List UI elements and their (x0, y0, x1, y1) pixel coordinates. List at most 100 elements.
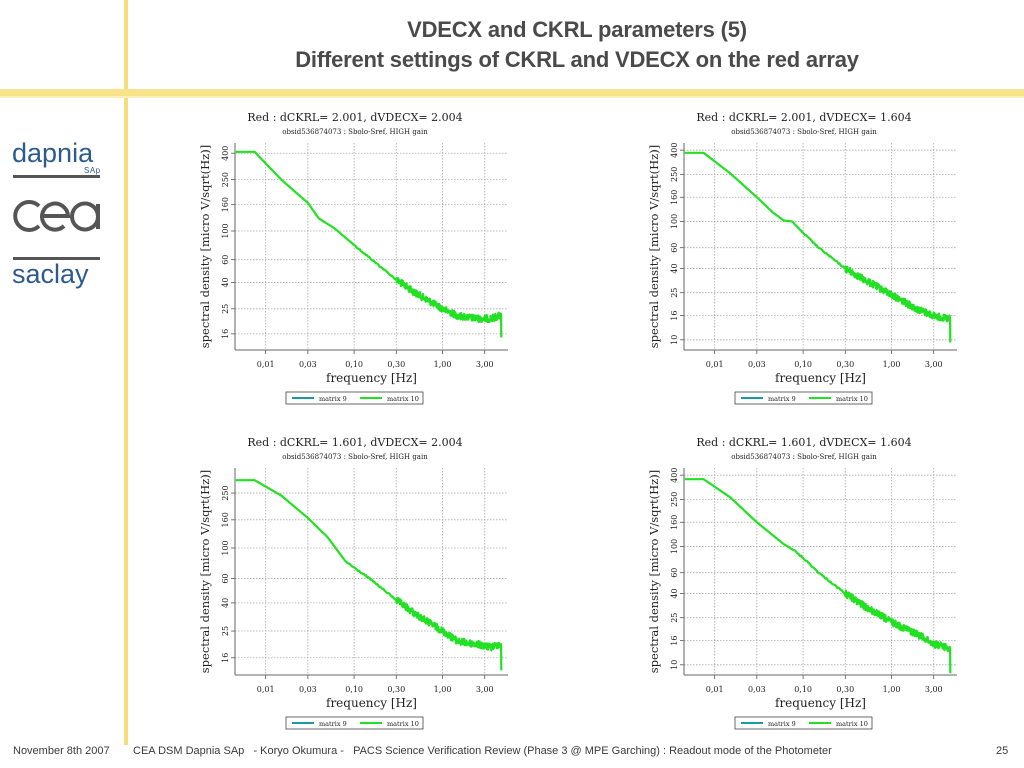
x-tick-label: 0,01 (706, 360, 724, 369)
x-tick-label: 0,03 (299, 685, 317, 694)
y-tick-label: 40 (670, 263, 679, 273)
footer-date: November 8th 2007 (13, 745, 110, 757)
y-tick-label: 250 (221, 172, 230, 187)
y-tick-label: 160 (221, 197, 230, 212)
x-tick-label: 1,00 (434, 360, 452, 369)
chart-title: Red : dCKRL= 1.601, dVDECX= 2.004 (247, 436, 462, 449)
x-tick-label: 0,30 (836, 685, 854, 694)
x-tick-label: 0,01 (706, 685, 724, 694)
y-tick-label: 16 (221, 329, 230, 339)
x-tick-label: 3,00 (925, 360, 943, 369)
x-axis-label: frequency [Hz] (326, 696, 417, 710)
legend-label: matrix 10 (387, 395, 419, 403)
y-tick-label: 100 (221, 540, 230, 555)
x-tick-label: 0,03 (748, 685, 766, 694)
x-tick-label: 0,10 (794, 360, 812, 369)
x-tick-label: 0,30 (836, 360, 854, 369)
legend-box (734, 716, 873, 730)
y-tick-label: 40 (670, 588, 679, 598)
x-tick-label: 0,10 (794, 685, 812, 694)
y-tick-label: 400 (221, 146, 230, 161)
y-axis-label: spectral density [micro V/sqrt(Hz)] (647, 145, 661, 348)
x-tick-label: 3,00 (476, 685, 494, 694)
logo-divider (13, 175, 100, 178)
footer-text: CEA DSM Dapnia SAp - Koryo Okumura - PAC… (133, 745, 832, 757)
dapnia-sap-label: SAp (84, 166, 101, 175)
x-tick-label: 0,01 (257, 360, 275, 369)
y-tick-label: 160 (670, 190, 679, 205)
y-tick-label: 160 (670, 515, 679, 530)
x-tick-label: 0,10 (345, 360, 363, 369)
legend-box (285, 391, 424, 405)
y-axis-label: spectral density [micro V/sqrt(Hz)] (198, 145, 212, 348)
chart-subtitle: obsid536874073 : Sbolo-Sref, HIGH gain (282, 128, 428, 136)
y-tick-label: 60 (221, 573, 230, 583)
y-tick-label: 100 (670, 214, 679, 229)
y-tick-label: 400 (670, 468, 679, 483)
series-line-matrix-10 (235, 479, 503, 671)
y-tick-label: 16 (670, 311, 679, 321)
legend-box (285, 716, 424, 730)
chart-subtitle: obsid536874073 : Sbolo-Sref, HIGH gain (731, 128, 877, 136)
y-tick-label: 60 (670, 243, 679, 253)
x-axis-label: frequency [Hz] (775, 371, 866, 385)
accent-vertical-rule (124, 0, 128, 745)
y-tick-label: 250 (221, 485, 230, 500)
series-line-matrix-10 (684, 478, 952, 674)
y-tick-label: 25 (670, 288, 679, 298)
legend-box (734, 391, 873, 405)
x-tick-label: 0,03 (748, 360, 766, 369)
chart-title: Red : dCKRL= 2.001, dVDECX= 2.004 (247, 111, 462, 124)
y-tick-label: 60 (221, 255, 230, 265)
legend-label: matrix 9 (319, 395, 347, 403)
cea-logo (13, 200, 100, 232)
legend-label: matrix 10 (387, 720, 419, 728)
y-tick-label: 25 (221, 304, 230, 314)
legend-label: matrix 9 (768, 720, 796, 728)
x-tick-label: 0,30 (387, 360, 405, 369)
y-axis-label: spectral density [micro V/sqrt(Hz)] (647, 470, 661, 673)
legend-label: matrix 9 (768, 395, 796, 403)
series-line-matrix-10 (235, 150, 503, 338)
y-tick-label: 25 (221, 626, 230, 636)
page-number: 25 (996, 745, 1009, 757)
chart-title: Red : dCKRL= 1.601, dVDECX= 1.604 (696, 436, 911, 449)
chart-subtitle: obsid536874073 : Sbolo-Sref, HIGH gain (731, 453, 877, 461)
y-tick-label: 25 (670, 613, 679, 623)
x-tick-label: 3,00 (925, 685, 943, 694)
slide-subtitle: Different settings of CKRL and VDECX on … (295, 47, 859, 72)
accent-horizontal-rule (0, 89, 1024, 96)
chart-subtitle: obsid536874073 : Sbolo-Sref, HIGH gain (282, 453, 428, 461)
y-tick-label: 16 (670, 636, 679, 646)
y-tick-label: 10 (670, 660, 679, 670)
y-tick-label: 160 (221, 512, 230, 527)
slide-title: VDECX and CKRL parameters (5) (407, 17, 747, 42)
saclay-logo: saclay (12, 259, 89, 289)
y-tick-label: 100 (670, 539, 679, 554)
y-tick-label: 16 (221, 653, 230, 663)
accent-horizontal-rule-shadow (0, 96, 1024, 98)
legend-label: matrix 10 (836, 720, 868, 728)
y-tick-label: 40 (221, 598, 230, 608)
y-tick-label: 250 (670, 492, 679, 507)
y-tick-label: 400 (670, 143, 679, 158)
x-tick-label: 1,00 (434, 685, 452, 694)
x-tick-label: 1,00 (883, 685, 901, 694)
logo-divider (13, 257, 100, 260)
x-tick-label: 0,03 (299, 360, 317, 369)
y-tick-label: 250 (670, 167, 679, 182)
x-tick-label: 0,30 (387, 685, 405, 694)
x-axis-label: frequency [Hz] (775, 696, 866, 710)
charts-canvas: Red : dCKRL= 2.001, dVDECX= 2.004 obsid53… (198, 111, 957, 730)
y-tick-label: 60 (670, 568, 679, 578)
x-tick-label: 1,00 (883, 360, 901, 369)
x-axis-label: frequency [Hz] (326, 371, 417, 385)
legend-label: matrix 10 (836, 395, 868, 403)
x-tick-label: 0,10 (345, 685, 363, 694)
series-line-matrix-10 (684, 151, 952, 343)
y-tick-label: 100 (221, 223, 230, 238)
y-axis-label: spectral density [micro V/sqrt(Hz)] (198, 470, 212, 673)
dapnia-logo: dapnia (12, 138, 94, 168)
chart-title: Red : dCKRL= 2.001, dVDECX= 1.604 (696, 111, 911, 124)
y-tick-label: 40 (221, 277, 230, 287)
